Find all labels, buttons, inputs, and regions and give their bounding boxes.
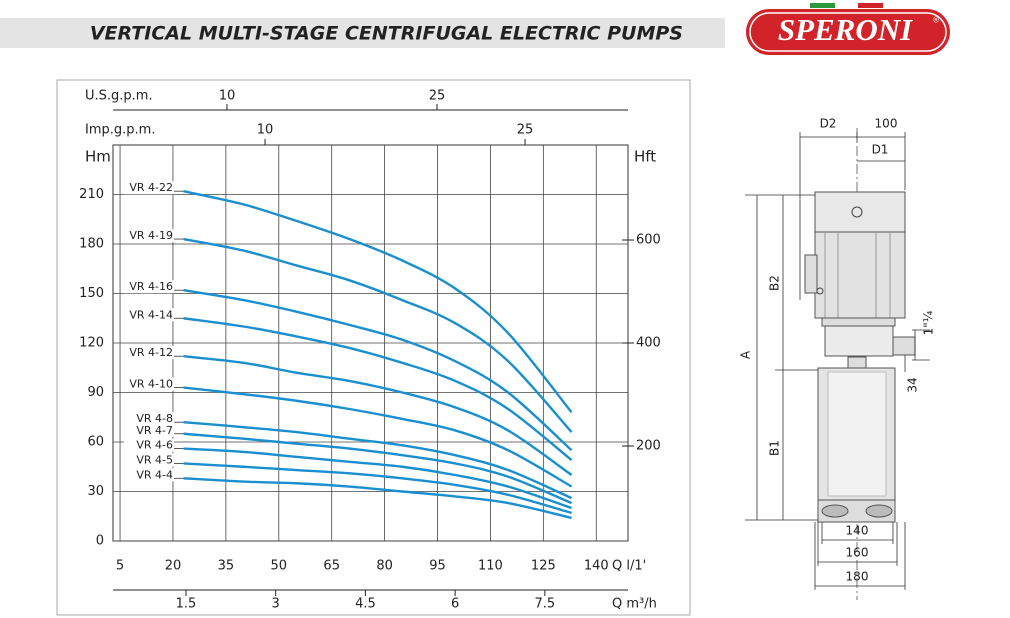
logo-mark: ® — [932, 16, 940, 25]
x-tick-label: 65 — [323, 559, 340, 574]
pump-curve — [183, 289, 573, 452]
y2-axis-label: Hft — [634, 148, 656, 166]
x-tick-label: 125 — [531, 559, 556, 574]
x-tick-label: 20 — [165, 559, 182, 574]
y-tick-label: 150 — [79, 286, 104, 301]
curve-label: VR 4-5 — [136, 453, 173, 466]
y-tick-label: 210 — [79, 187, 104, 202]
x2-axis-label: Q m³/h — [612, 597, 657, 612]
pump-curve — [183, 447, 572, 510]
dim-label: D2 — [820, 117, 837, 131]
x-tick-label: 50 — [271, 559, 288, 574]
curve-label: VR 4-22 — [129, 181, 173, 194]
y-tick-label: 30 — [87, 484, 104, 499]
pump-curve — [183, 462, 572, 515]
chart: 5 20 35 50 65 80 95 110 125 140 0 30 60 90 120 150 180 21… — [79, 89, 661, 612]
dim-label: 180 — [846, 570, 869, 584]
header-bar — [0, 18, 725, 48]
x2-tick-label: 1.5 — [176, 597, 197, 612]
curve-label-bg — [124, 280, 174, 294]
y2-tick-label: 600 — [636, 233, 661, 248]
y-tick-label: 0 — [96, 534, 104, 549]
top-tick-label: 25 — [429, 89, 446, 104]
x-tick-label: 35 — [218, 559, 235, 574]
dim-label: 1"¼ — [922, 310, 936, 335]
curve-label: VR 4-6 — [136, 439, 173, 452]
y-axis-label: Hm — [85, 148, 111, 166]
dim-label: A — [739, 350, 753, 359]
curve-label-bg — [124, 438, 174, 452]
x-tick-label: 140 — [584, 559, 609, 574]
curve-label-bg — [124, 423, 174, 437]
curve-label: VR 4-16 — [129, 280, 173, 293]
pump-curve — [183, 386, 573, 488]
dim-label: 160 — [846, 546, 869, 560]
curve-label: VR 4-4 — [136, 468, 173, 481]
y-tick-label: 60 — [87, 435, 104, 450]
pump-diagram: D2 100 D1 A B2 B1 1"¼ 34 140 160 180 — [739, 117, 936, 600]
curve-label-bg — [124, 229, 174, 243]
x2-tick-label: 4.5 — [355, 597, 376, 612]
top-tick-label: 10 — [219, 89, 236, 104]
dim-label: 34 — [906, 377, 920, 392]
y-tick-label: 90 — [87, 385, 104, 400]
y2-tick-label: 400 — [636, 336, 661, 351]
x2-tick-label: 3 — [272, 597, 280, 612]
curve-label: VR 4-12 — [129, 346, 173, 359]
curve-label-bg — [124, 346, 174, 360]
logo-text: SPERONI — [778, 12, 913, 47]
dim-label: 100 — [875, 117, 898, 131]
curve-label: VR 4-8 — [136, 412, 173, 425]
x-tick-label: 95 — [429, 559, 446, 574]
curve-label-bg — [124, 468, 174, 482]
curve-label: VR 4-19 — [129, 229, 173, 242]
pump-curve — [183, 317, 573, 462]
x4-axis-label: U.S.g.p.m. — [85, 89, 153, 104]
dim-label: B1 — [768, 440, 782, 456]
dim-label: D1 — [872, 143, 889, 157]
y2-tick-label: 200 — [636, 438, 661, 453]
y-tick-label: 180 — [79, 237, 104, 252]
curve-label: VR 4-10 — [129, 378, 173, 391]
dim-label: B2 — [768, 275, 782, 291]
top-tick-label: 10 — [257, 123, 274, 138]
y-tick-label: 120 — [79, 336, 104, 351]
pump-curve — [183, 237, 573, 433]
x3-axis-label: Imp.g.p.m. — [85, 123, 155, 138]
curve-label: VR 4-7 — [136, 424, 173, 437]
x-tick-label: 110 — [478, 559, 503, 574]
curve-label-bg — [124, 453, 174, 467]
pump-curve — [183, 477, 572, 520]
curve-label-bg — [124, 377, 174, 391]
pump-curve — [183, 432, 573, 505]
curve-label-bg — [124, 308, 174, 322]
curve-label-bg — [124, 181, 174, 195]
x2-tick-label: 7.5 — [535, 597, 556, 612]
top-tick-label: 25 — [517, 123, 534, 138]
x-tick-label: 5 — [116, 559, 124, 574]
dim-label: 140 — [846, 524, 869, 538]
x2-tick-label: 6 — [451, 597, 459, 612]
pump-curve — [183, 421, 573, 500]
x-tick-label: 80 — [376, 559, 393, 574]
curve-label: VR 4-14 — [129, 308, 173, 321]
x-axis-label: Q l/1' — [612, 559, 646, 574]
curve-label-bg — [124, 412, 174, 426]
logo: SPERONI ® — [746, 3, 950, 55]
pump-curve — [183, 355, 573, 476]
pump-curve — [183, 190, 573, 414]
header-title: VERTICAL MULTI-STAGE CENTRIFUGAL ELECTRI… — [90, 23, 683, 45]
